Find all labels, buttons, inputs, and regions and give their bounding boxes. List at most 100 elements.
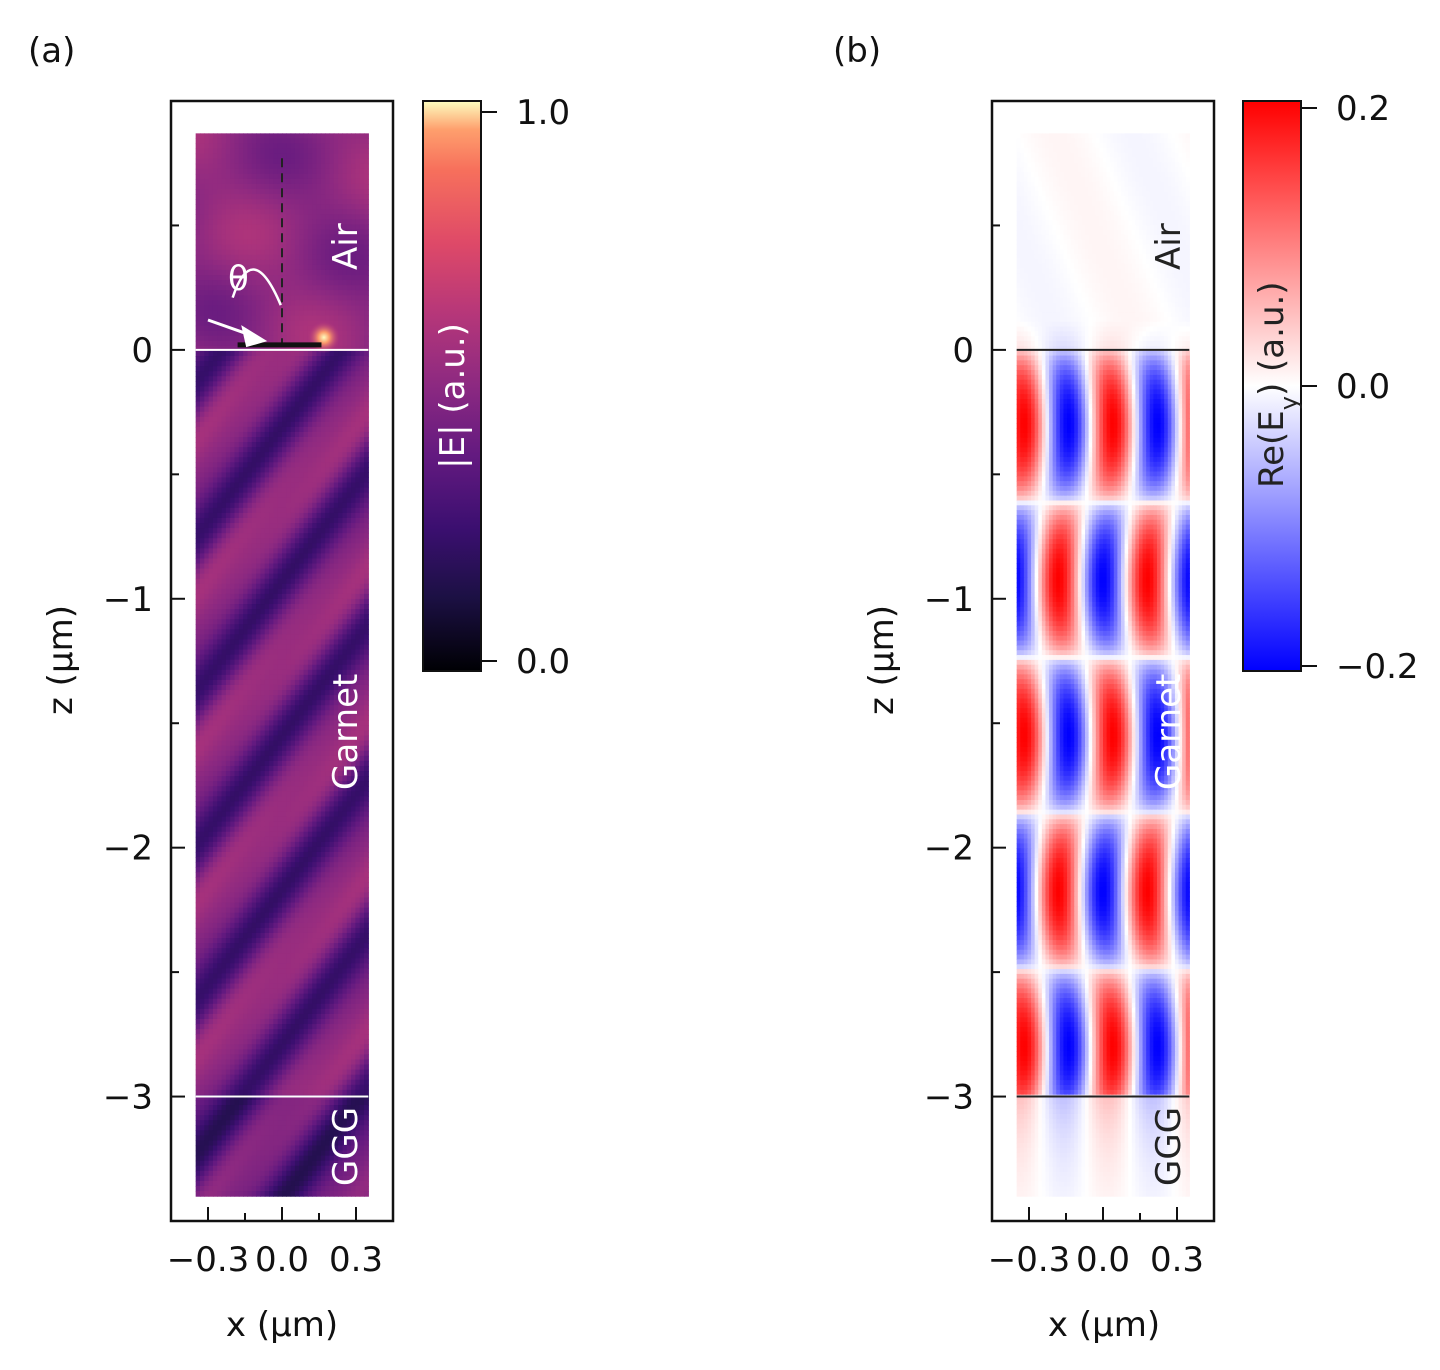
field-cell bbox=[320, 315, 326, 322]
field-cell bbox=[299, 512, 305, 519]
field-cell bbox=[342, 214, 348, 220]
field-cell bbox=[351, 472, 356, 479]
field-cell bbox=[342, 578, 348, 585]
field-cell bbox=[364, 609, 369, 615]
field-cell bbox=[325, 573, 331, 580]
field-cell bbox=[329, 533, 335, 539]
field-cell bbox=[303, 543, 309, 549]
field-cell bbox=[325, 512, 331, 519]
field-cell bbox=[212, 614, 218, 620]
field-cell bbox=[204, 745, 210, 752]
field-cell bbox=[325, 740, 331, 747]
field-cell bbox=[355, 684, 361, 691]
field-cell bbox=[338, 178, 344, 185]
field-cell bbox=[316, 492, 322, 499]
field-cell bbox=[320, 239, 326, 246]
field-cell bbox=[364, 361, 369, 367]
field-cell bbox=[264, 183, 270, 190]
field-cell bbox=[230, 371, 236, 377]
field-cell bbox=[238, 553, 244, 560]
field-cell bbox=[316, 538, 322, 544]
field-cell bbox=[307, 153, 313, 160]
field-cell bbox=[269, 224, 274, 231]
field-cell bbox=[277, 593, 283, 600]
field-cell bbox=[264, 624, 270, 630]
field-cell bbox=[320, 411, 326, 418]
field-cell bbox=[282, 690, 287, 696]
field-cell bbox=[251, 442, 257, 448]
field-cell bbox=[251, 543, 257, 549]
field-cell bbox=[290, 720, 296, 727]
field-cell bbox=[351, 517, 356, 524]
field-cell bbox=[195, 269, 201, 276]
field-cell bbox=[277, 219, 283, 226]
field-cell bbox=[212, 361, 218, 367]
field-cell bbox=[364, 674, 369, 681]
field-cell bbox=[338, 244, 344, 251]
field-cell bbox=[212, 178, 218, 185]
field-cell bbox=[294, 264, 300, 271]
field-cell bbox=[316, 178, 322, 185]
field-cell bbox=[195, 715, 201, 722]
field-cell bbox=[243, 502, 249, 509]
field-cell bbox=[294, 416, 300, 423]
field-cell bbox=[286, 148, 292, 155]
field-cell bbox=[221, 442, 227, 448]
field-cell bbox=[260, 361, 266, 367]
field-cell bbox=[204, 310, 210, 317]
field-cell bbox=[351, 528, 356, 534]
field-cell bbox=[307, 376, 313, 382]
field-cell bbox=[208, 143, 214, 150]
field-cell bbox=[294, 659, 300, 666]
field-cell bbox=[290, 320, 296, 327]
field-cell bbox=[346, 244, 352, 251]
field-cell bbox=[277, 573, 283, 580]
field-cell bbox=[247, 690, 253, 696]
field-cell bbox=[329, 234, 335, 241]
field-cell bbox=[351, 644, 356, 651]
field-cell bbox=[251, 598, 257, 605]
field-cell bbox=[325, 568, 331, 575]
field-cell bbox=[359, 194, 365, 200]
field-cell bbox=[290, 376, 296, 382]
field-cell bbox=[294, 472, 300, 479]
field-cell bbox=[299, 487, 305, 494]
field-cell bbox=[221, 482, 227, 489]
field-cell bbox=[217, 350, 223, 357]
field-cell bbox=[251, 386, 257, 393]
field-cell bbox=[251, 548, 257, 554]
field-cell bbox=[307, 497, 313, 504]
field-cell bbox=[290, 224, 296, 231]
field-cell bbox=[208, 431, 214, 438]
field-cell bbox=[282, 386, 287, 393]
field-cell bbox=[256, 305, 262, 312]
field-cell bbox=[256, 133, 262, 140]
field-cell bbox=[351, 502, 356, 509]
field-cell bbox=[212, 431, 218, 438]
field-cell bbox=[225, 715, 231, 722]
field-cell bbox=[325, 275, 331, 281]
field-cell bbox=[359, 452, 365, 458]
field-cell bbox=[359, 264, 365, 271]
field-cell bbox=[212, 386, 218, 393]
field-cell bbox=[364, 335, 369, 342]
field-cell bbox=[251, 634, 257, 641]
field-cell bbox=[359, 695, 365, 701]
field-cell bbox=[212, 168, 218, 175]
field-cell bbox=[230, 629, 236, 635]
field-cell bbox=[342, 538, 348, 544]
field-cell bbox=[282, 224, 287, 231]
field-cell bbox=[195, 674, 201, 681]
field-cell bbox=[329, 254, 335, 261]
field-cell bbox=[221, 548, 227, 554]
field-cell bbox=[359, 209, 365, 215]
field-cell bbox=[243, 659, 249, 666]
field-cell bbox=[243, 639, 249, 646]
field-cell bbox=[247, 609, 253, 615]
field-cell bbox=[329, 664, 335, 671]
field-cell bbox=[195, 497, 201, 504]
field-cell bbox=[234, 700, 240, 706]
field-cell bbox=[260, 426, 266, 433]
field-cell bbox=[303, 745, 309, 752]
field-cell bbox=[221, 381, 227, 387]
